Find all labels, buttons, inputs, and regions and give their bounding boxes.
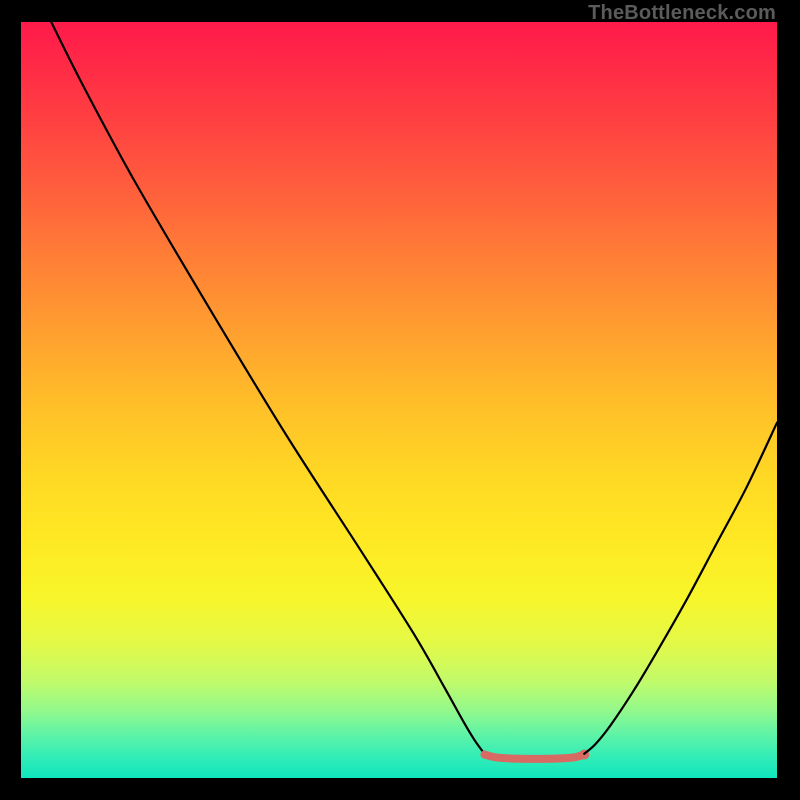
plot-area <box>21 22 777 778</box>
bottleneck-flat-segment <box>484 755 584 759</box>
watermark-text: TheBottleneck.com <box>588 2 776 25</box>
curve-layer <box>21 22 777 778</box>
chart-container: TheBottleneck.com <box>0 0 800 800</box>
bottleneck-curve-right <box>584 423 777 754</box>
bottleneck-curve-left <box>51 22 484 754</box>
